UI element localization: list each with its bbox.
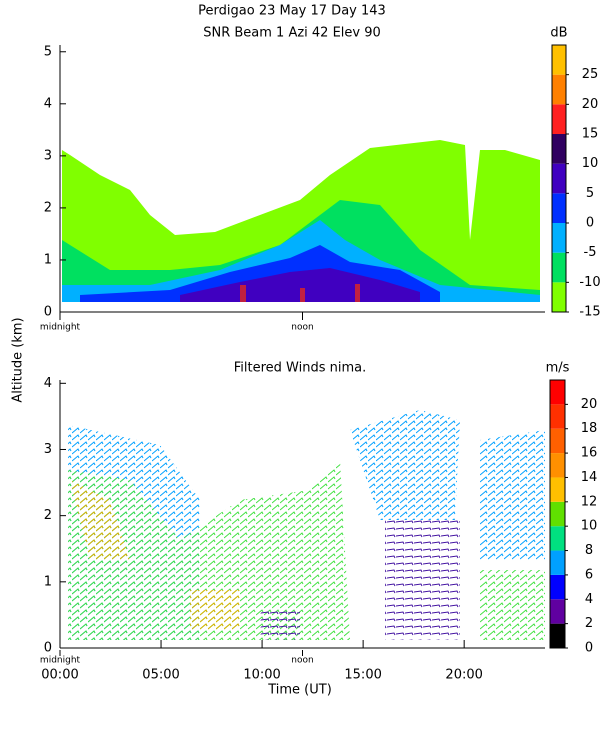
y-tick-label: 2 [44,200,52,215]
y-tick-label: 4 [44,96,52,111]
colorbar-bin [552,45,566,75]
colorbar-bin [552,193,566,223]
subtitle: SNR Beam 1 Azi 42 Elev 90 [203,26,381,41]
colorbar-bin [550,453,565,478]
colorbar-bin [552,134,566,164]
colorbar-tick-label: 20 [581,397,598,412]
colorbar-tick-label: 20 [582,97,599,112]
colorbar-tick-label: -10 [579,275,600,290]
colorbar-tick-label: 5 [586,186,594,201]
y-tick-label: 1 [44,252,52,267]
day-mark-label: noon [291,656,313,666]
title: Perdigao 23 May 17 Day 143 [198,4,386,19]
colorbar-bin [550,574,565,600]
y-axis-label: Altitude (km) [11,317,26,402]
snr-field [62,140,540,302]
colorbar-tick-label: 0 [586,216,594,231]
y-tick-label: 5 [44,44,52,59]
colorbar-tick-label: -5 [584,245,597,260]
x-axis-label: Time (UT) [267,683,332,698]
colorbar-bin [550,501,565,527]
colorbar-tick-label: 16 [581,446,598,461]
colorbar-bin [550,526,565,551]
y-tick-label: 4 [44,376,52,391]
colorbar-bin [552,252,566,283]
colorbar-tick-label: -15 [579,305,600,320]
colorbar-bin [550,477,565,502]
colorbar-tick-label: 8 [585,543,593,558]
colorbar-bin [550,599,565,624]
panel-title: Filtered Winds nima. [234,361,366,376]
colorbar-tick-label: 6 [585,567,593,582]
x-tick-label: 20:00 [445,668,482,683]
colorbar-frame [551,44,567,313]
x-tick-label: noon [291,323,313,333]
day-mark-label: midnight [40,656,81,666]
wind-barbs-field [68,410,545,640]
colorbar-tick-label: 25 [582,67,599,82]
colorbar-bin [550,428,565,454]
x-tick-label: midnight [40,323,81,333]
colorbar-bin [550,380,565,405]
x-tick-label: 05:00 [142,668,179,683]
y-tick-label: 3 [44,442,52,457]
colorbar-label: m/s [546,361,570,376]
colorbar-tick-label: 4 [585,592,593,607]
y-tick-label: 0 [44,641,52,656]
colorbar-bin [552,104,566,134]
colorbar-frame [549,379,566,649]
colorbar-tick-label: 10 [582,156,599,171]
x-tick-label: 15:00 [344,668,381,683]
y-tick-label: 0 [44,305,52,320]
x-tick-label: 00:00 [41,668,78,683]
colorbar-bin [552,282,566,312]
x-tick-label: 10:00 [243,668,280,683]
colorbar-tick-label: 15 [582,127,599,142]
colorbar-tick-label: 0 [585,641,593,656]
colorbar-tick-label: 14 [581,470,598,485]
colorbar-label: dB [550,26,567,41]
colorbar-tick-label: 2 [585,616,593,631]
y-tick-label: 3 [44,148,52,163]
y-tick-label: 1 [44,574,52,589]
colorbar-tick-label: 10 [581,519,598,534]
colorbar-bin [550,623,565,648]
colorbar-bin [550,404,565,429]
y-tick-label: 2 [44,508,52,523]
colorbar-bin [552,163,566,194]
colorbar-tick-label: 12 [581,494,598,509]
colorbar-bin [550,550,565,575]
colorbar-bin [552,74,566,105]
colorbar-bin [552,223,566,253]
colorbar-tick-label: 18 [581,421,598,436]
